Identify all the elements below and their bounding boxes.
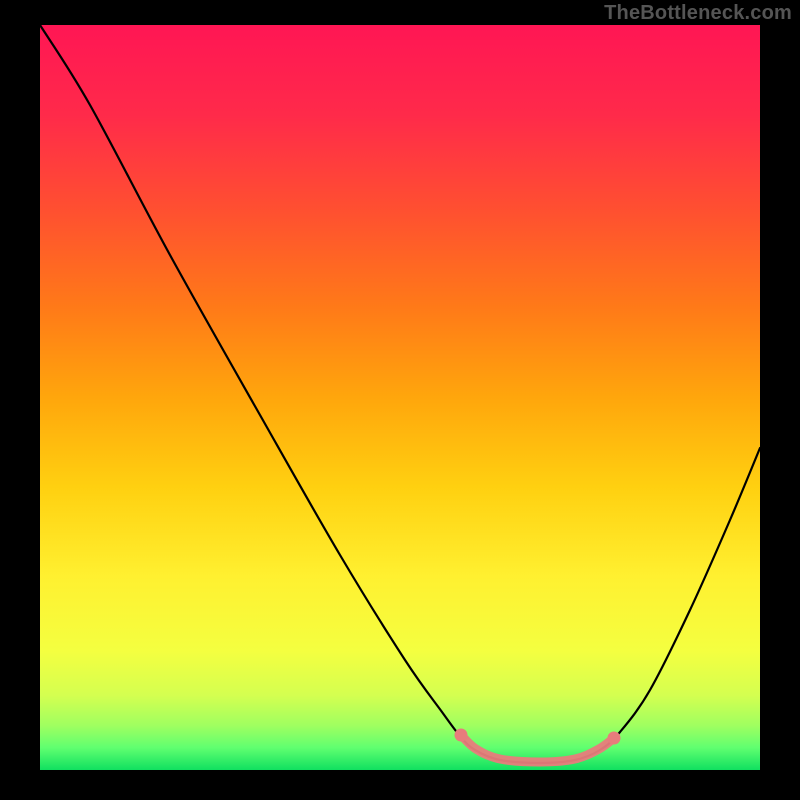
optimal-band-marker-right <box>608 732 621 745</box>
optimal-band-marker-left <box>455 729 468 742</box>
bottleneck-chart <box>0 0 800 800</box>
plot-area <box>40 25 760 770</box>
chart-frame: TheBottleneck.com <box>0 0 800 800</box>
watermark-text: TheBottleneck.com <box>604 2 792 25</box>
